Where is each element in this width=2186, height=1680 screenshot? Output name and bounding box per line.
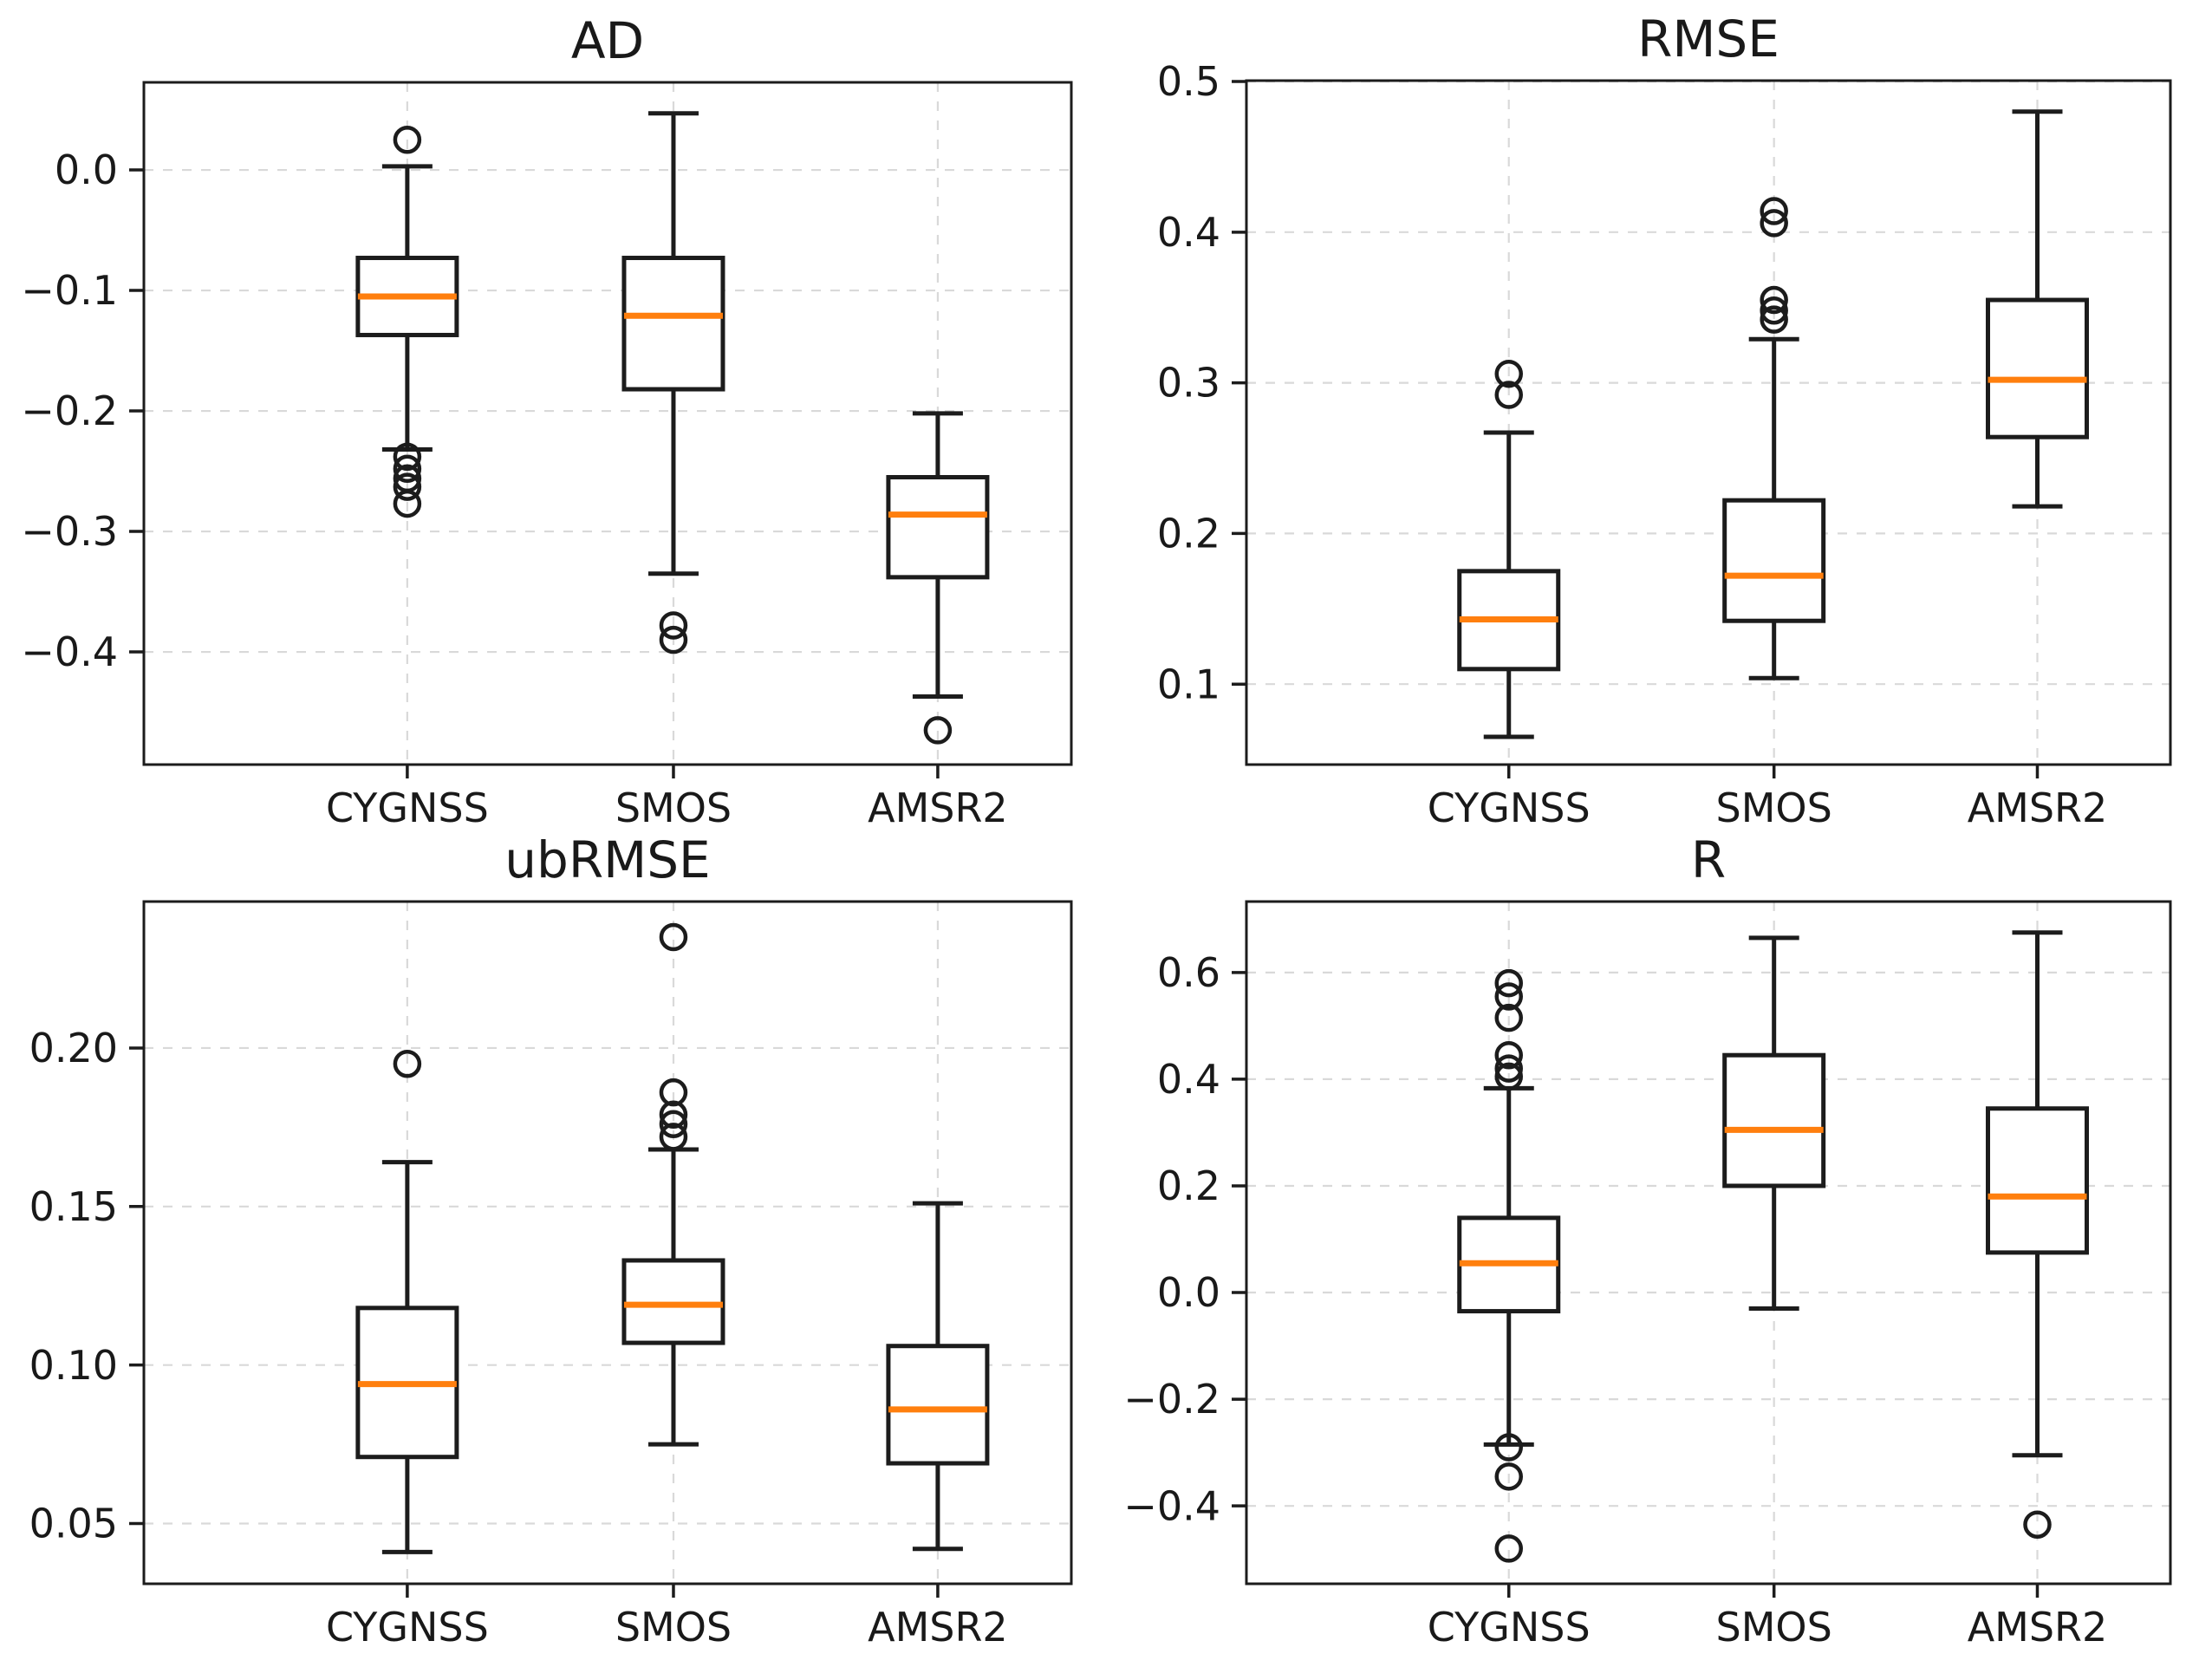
x-category-label: AMSR2 xyxy=(1968,1604,2108,1651)
y-tick-label: 0.2 xyxy=(1157,511,1220,557)
x-category-label: SMOS xyxy=(615,1604,732,1651)
outlier-circle xyxy=(1494,968,1523,998)
y-tick-label: −0.3 xyxy=(21,508,118,555)
x-category-label: AMSR2 xyxy=(868,785,1008,831)
x-category-label: AMSR2 xyxy=(1968,785,2108,831)
outlier-circle xyxy=(1494,381,1523,409)
box-cygnss xyxy=(1457,968,1561,1563)
outlier-circle xyxy=(659,1123,688,1151)
iqr-box xyxy=(621,1258,725,1345)
y-tick-label: 0.5 xyxy=(1157,58,1220,105)
subplot-title: R xyxy=(1691,830,1726,889)
box-amsr2 xyxy=(886,1201,990,1552)
outlier-circle xyxy=(1494,1054,1523,1083)
outlier-circle xyxy=(1494,1003,1523,1032)
subplot-r: 0.6 0.4 0.2 0.0 −0.2 −0.4 CYGNSS SMOS AMSR2 R xyxy=(1123,830,2172,1651)
box-cygnss xyxy=(1457,359,1561,739)
y-tick-label: 0.1 xyxy=(1157,661,1220,707)
outlier-circle xyxy=(393,126,422,154)
y-tick-label: −0.1 xyxy=(21,267,118,314)
box-cygnss xyxy=(355,126,459,518)
outlier-circle xyxy=(1494,1062,1523,1091)
outlier-circle xyxy=(1494,1040,1523,1070)
subplot-title: AD xyxy=(571,11,644,70)
outlier-circle xyxy=(659,611,688,640)
box-cygnss xyxy=(355,1049,459,1554)
box-amsr2 xyxy=(1985,109,2089,509)
outlier-circle xyxy=(393,489,422,518)
outlier-circle xyxy=(923,716,953,745)
y-tick-label: 0.4 xyxy=(1157,209,1220,256)
axes-frame xyxy=(1245,900,2172,1586)
x-category-label: SMOS xyxy=(1716,785,1832,831)
iqr-box xyxy=(1985,1106,2089,1255)
x-category-label: SMOS xyxy=(1716,1604,1832,1651)
x-category-label: CYGNSS xyxy=(326,785,489,831)
outlier-circle xyxy=(1760,197,1788,225)
outlier-circle xyxy=(393,472,422,501)
subplot-ad: 0.0 −0.1 −0.2 −0.3 −0.4 CYGNSS SMOS AMSR2 AD xyxy=(21,11,1073,831)
box-smos xyxy=(1722,935,1826,1311)
x-category-label: SMOS xyxy=(615,785,732,831)
iqr-box xyxy=(1985,297,2089,440)
outlier-circle xyxy=(659,1100,688,1130)
y-tick-label: 0.20 xyxy=(29,1025,118,1071)
outlier-circle xyxy=(659,922,688,952)
y-tick-label: 0.3 xyxy=(1157,360,1220,407)
outlier-circle xyxy=(1760,209,1788,238)
x-category-label: CYGNSS xyxy=(1428,785,1591,831)
box-smos xyxy=(621,111,725,654)
outlier-circle xyxy=(393,442,422,472)
y-tick-label: −0.2 xyxy=(21,387,118,434)
outlier-circle xyxy=(1494,982,1523,1011)
outlier-circle xyxy=(1494,359,1523,388)
y-tick-label: 0.15 xyxy=(29,1183,118,1230)
iqr-box xyxy=(886,474,990,580)
iqr-box xyxy=(886,1344,990,1466)
box-amsr2 xyxy=(1985,930,2089,1539)
subplot-rmse: 0.5 0.4 0.3 0.2 0.1 CYGNSS SMOS AMSR2 RMSE xyxy=(1157,10,2172,831)
y-tick-label: 0.0 xyxy=(55,147,118,193)
x-category-label: AMSR2 xyxy=(868,1604,1008,1651)
y-tick-label: −0.2 xyxy=(1123,1376,1220,1423)
axes-frame xyxy=(1245,79,2172,766)
axes-frame xyxy=(142,81,1073,766)
subplot-title: RMSE xyxy=(1637,10,1779,68)
x-category-label: CYGNSS xyxy=(326,1604,489,1651)
subplot-ubrmse: 0.20 0.15 0.10 0.05 CYGNSS SMOS AMSR2 ubRMSE xyxy=(29,830,1073,1651)
iqr-box xyxy=(621,256,725,392)
axes-frame xyxy=(142,900,1073,1586)
y-tick-label: 0.2 xyxy=(1157,1162,1220,1209)
y-tick-label: 0.0 xyxy=(1157,1269,1220,1316)
y-tick-label: 0.6 xyxy=(1157,949,1220,996)
outlier-circle xyxy=(393,1049,422,1078)
outlier-circle xyxy=(659,1078,688,1107)
y-tick-label: −0.4 xyxy=(1123,1482,1220,1529)
y-tick-label: 0.4 xyxy=(1157,1056,1220,1103)
iqr-box xyxy=(1722,1052,1826,1188)
box-smos xyxy=(1722,197,1826,680)
subplot-title: ubRMSE xyxy=(504,830,710,889)
outlier-circle xyxy=(393,454,422,484)
outlier-circle xyxy=(1760,305,1788,334)
box-smos xyxy=(621,922,725,1447)
box-amsr2 xyxy=(886,411,990,745)
y-tick-label: 0.10 xyxy=(29,1342,118,1389)
outlier-circle xyxy=(2023,1510,2052,1539)
iqr-box xyxy=(1722,498,1826,623)
y-tick-label: −0.4 xyxy=(21,628,118,675)
y-tick-label: 0.05 xyxy=(29,1501,118,1547)
outlier-circle xyxy=(659,625,688,654)
x-category-label: CYGNSS xyxy=(1428,1604,1591,1651)
outlier-circle xyxy=(659,1110,688,1138)
outlier-circle xyxy=(1760,296,1788,325)
outlier-circle xyxy=(1494,1433,1523,1462)
outlier-circle xyxy=(1494,1534,1523,1563)
outlier-circle xyxy=(1494,1462,1523,1491)
outlier-circle xyxy=(1760,285,1788,315)
